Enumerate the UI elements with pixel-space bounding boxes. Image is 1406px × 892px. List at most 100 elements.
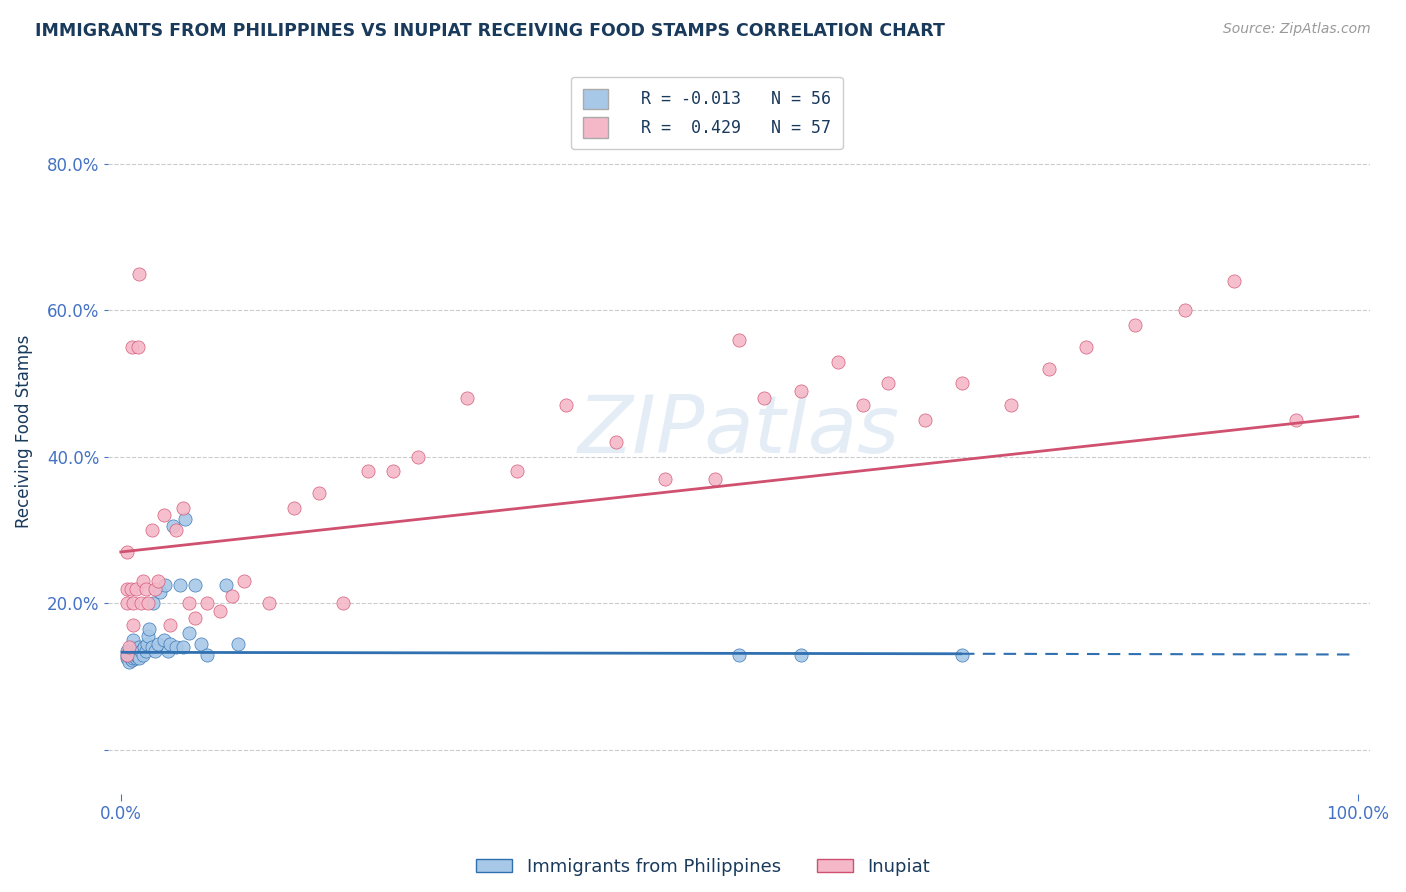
- Point: [122, 596, 145, 610]
- Point: [195, 596, 218, 610]
- Legend: Immigrants from Philippines, Inupiat: Immigrants from Philippines, Inupiat: [468, 851, 938, 883]
- Point: [129, 644, 152, 658]
- Point: [121, 648, 143, 662]
- Point: [177, 625, 200, 640]
- Legend:   R = -0.013   N = 56,   R =  0.429   N = 57: R = -0.013 N = 56, R = 0.429 N = 57: [571, 77, 842, 149]
- Point: [1285, 413, 1308, 427]
- Point: [115, 545, 138, 559]
- Text: ZIPatlas: ZIPatlas: [578, 392, 900, 470]
- Point: [332, 596, 354, 610]
- Point: [121, 340, 143, 354]
- Point: [166, 640, 188, 655]
- Point: [122, 618, 145, 632]
- Point: [118, 648, 141, 663]
- Point: [132, 648, 155, 662]
- Point: [950, 648, 973, 662]
- Point: [703, 472, 725, 486]
- Point: [118, 640, 141, 655]
- Point: [120, 641, 142, 656]
- Point: [115, 648, 138, 662]
- Point: [129, 596, 152, 610]
- Point: [149, 585, 172, 599]
- Point: [121, 644, 143, 658]
- Point: [127, 340, 149, 354]
- Point: [852, 399, 875, 413]
- Point: [174, 512, 197, 526]
- Point: [950, 376, 973, 391]
- Point: [195, 648, 218, 662]
- Point: [159, 618, 181, 632]
- Point: [162, 519, 184, 533]
- Point: [505, 464, 527, 478]
- Point: [790, 648, 813, 662]
- Point: [1038, 361, 1060, 376]
- Point: [555, 399, 578, 413]
- Point: [146, 636, 169, 650]
- Point: [141, 640, 163, 655]
- Point: [120, 582, 142, 596]
- Point: [914, 413, 936, 427]
- Point: [135, 636, 157, 650]
- Point: [215, 578, 238, 592]
- Point: [1223, 274, 1246, 288]
- Point: [381, 464, 404, 478]
- Point: [654, 472, 676, 486]
- Point: [1123, 318, 1146, 332]
- Point: [166, 523, 188, 537]
- Point: [118, 655, 141, 669]
- Point: [752, 391, 775, 405]
- Point: [226, 636, 249, 650]
- Point: [128, 267, 150, 281]
- Point: [221, 589, 243, 603]
- Point: [120, 651, 142, 665]
- Point: [169, 578, 191, 592]
- Point: [184, 611, 207, 625]
- Text: IMMIGRANTS FROM PHILIPPINES VS INUPIAT RECEIVING FOOD STAMPS CORRELATION CHART: IMMIGRANTS FROM PHILIPPINES VS INUPIAT R…: [35, 22, 945, 40]
- Point: [128, 651, 150, 665]
- Point: [728, 333, 751, 347]
- Point: [257, 596, 280, 610]
- Point: [132, 574, 155, 589]
- Point: [125, 644, 148, 658]
- Point: [190, 636, 212, 650]
- Point: [208, 603, 231, 617]
- Point: [124, 651, 146, 665]
- Point: [135, 644, 157, 658]
- Point: [115, 582, 138, 596]
- Point: [136, 629, 159, 643]
- Point: [122, 651, 145, 665]
- Point: [827, 354, 849, 368]
- Point: [146, 574, 169, 589]
- Point: [1174, 303, 1197, 318]
- Text: Source: ZipAtlas.com: Source: ZipAtlas.com: [1223, 22, 1371, 37]
- Point: [172, 640, 194, 655]
- Point: [124, 582, 146, 596]
- Point: [124, 644, 146, 658]
- Point: [115, 644, 138, 658]
- Point: [156, 644, 179, 658]
- Point: [135, 582, 157, 596]
- Point: [184, 578, 207, 592]
- Point: [1000, 399, 1022, 413]
- Point: [790, 384, 813, 398]
- Point: [172, 501, 194, 516]
- Point: [153, 632, 176, 647]
- Point: [406, 450, 429, 464]
- Point: [357, 464, 380, 478]
- Point: [155, 578, 177, 592]
- Point: [124, 648, 146, 663]
- Point: [145, 582, 167, 596]
- Point: [159, 636, 181, 650]
- Point: [122, 640, 145, 655]
- Point: [121, 653, 143, 667]
- Y-axis label: Receiving Food Stamps: Receiving Food Stamps: [15, 334, 32, 528]
- Point: [125, 648, 148, 663]
- Point: [177, 596, 200, 610]
- Point: [233, 574, 256, 589]
- Point: [283, 501, 305, 516]
- Point: [136, 596, 159, 610]
- Point: [115, 648, 138, 662]
- Point: [134, 640, 156, 655]
- Point: [128, 640, 150, 655]
- Point: [308, 486, 330, 500]
